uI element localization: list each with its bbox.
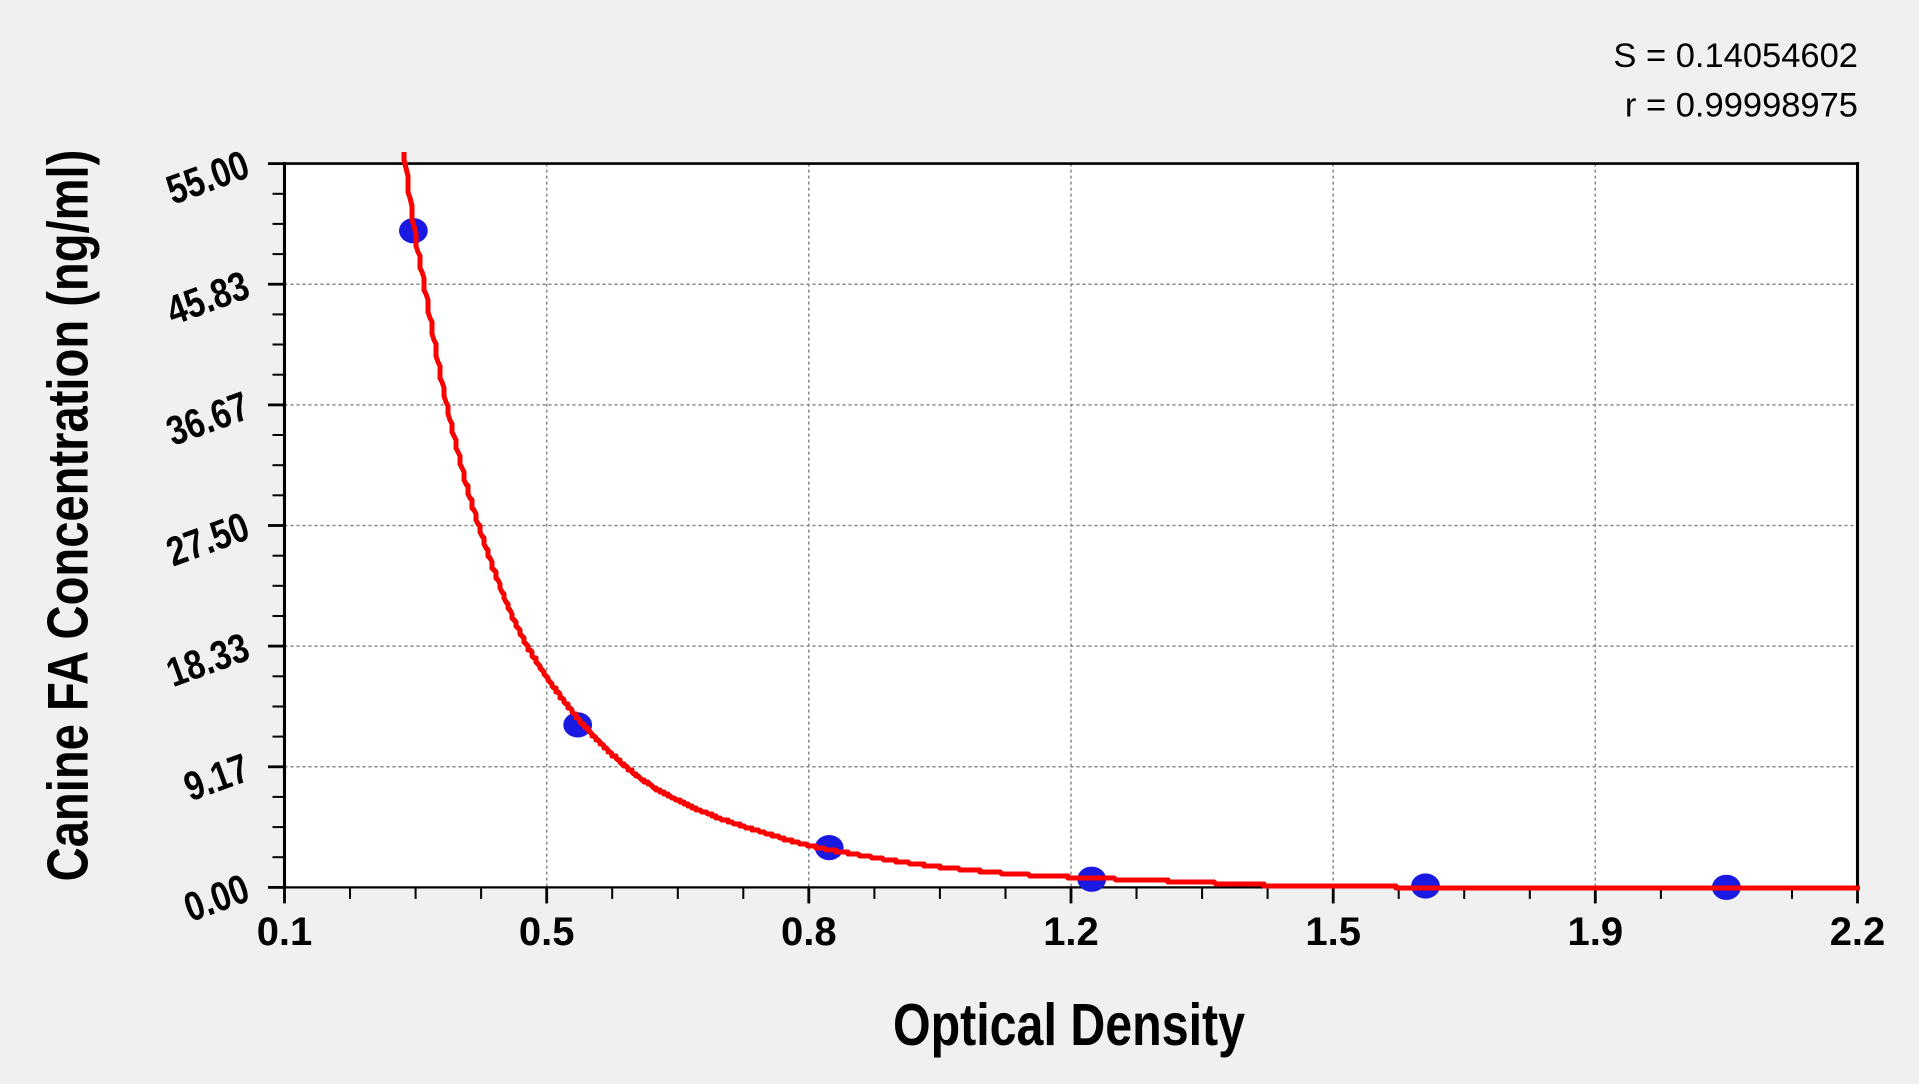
- svg-text:0.8: 0.8: [781, 910, 837, 954]
- svg-text:1.5: 1.5: [1305, 910, 1361, 954]
- svg-text:1.9: 1.9: [1567, 910, 1623, 954]
- svg-text:Canine FA Concentration (ng/ml: Canine FA Concentration (ng/ml): [36, 150, 101, 882]
- svg-text:S = 0.14054602: S = 0.14054602: [1613, 37, 1858, 75]
- svg-text:1.2: 1.2: [1043, 910, 1099, 954]
- svg-text:0.5: 0.5: [519, 910, 575, 954]
- svg-text:r = 0.99998975: r = 0.99998975: [1625, 87, 1858, 125]
- svg-text:2.2: 2.2: [1830, 910, 1886, 954]
- svg-text:Optical Density: Optical Density: [893, 993, 1245, 1059]
- svg-text:0.1: 0.1: [257, 910, 313, 954]
